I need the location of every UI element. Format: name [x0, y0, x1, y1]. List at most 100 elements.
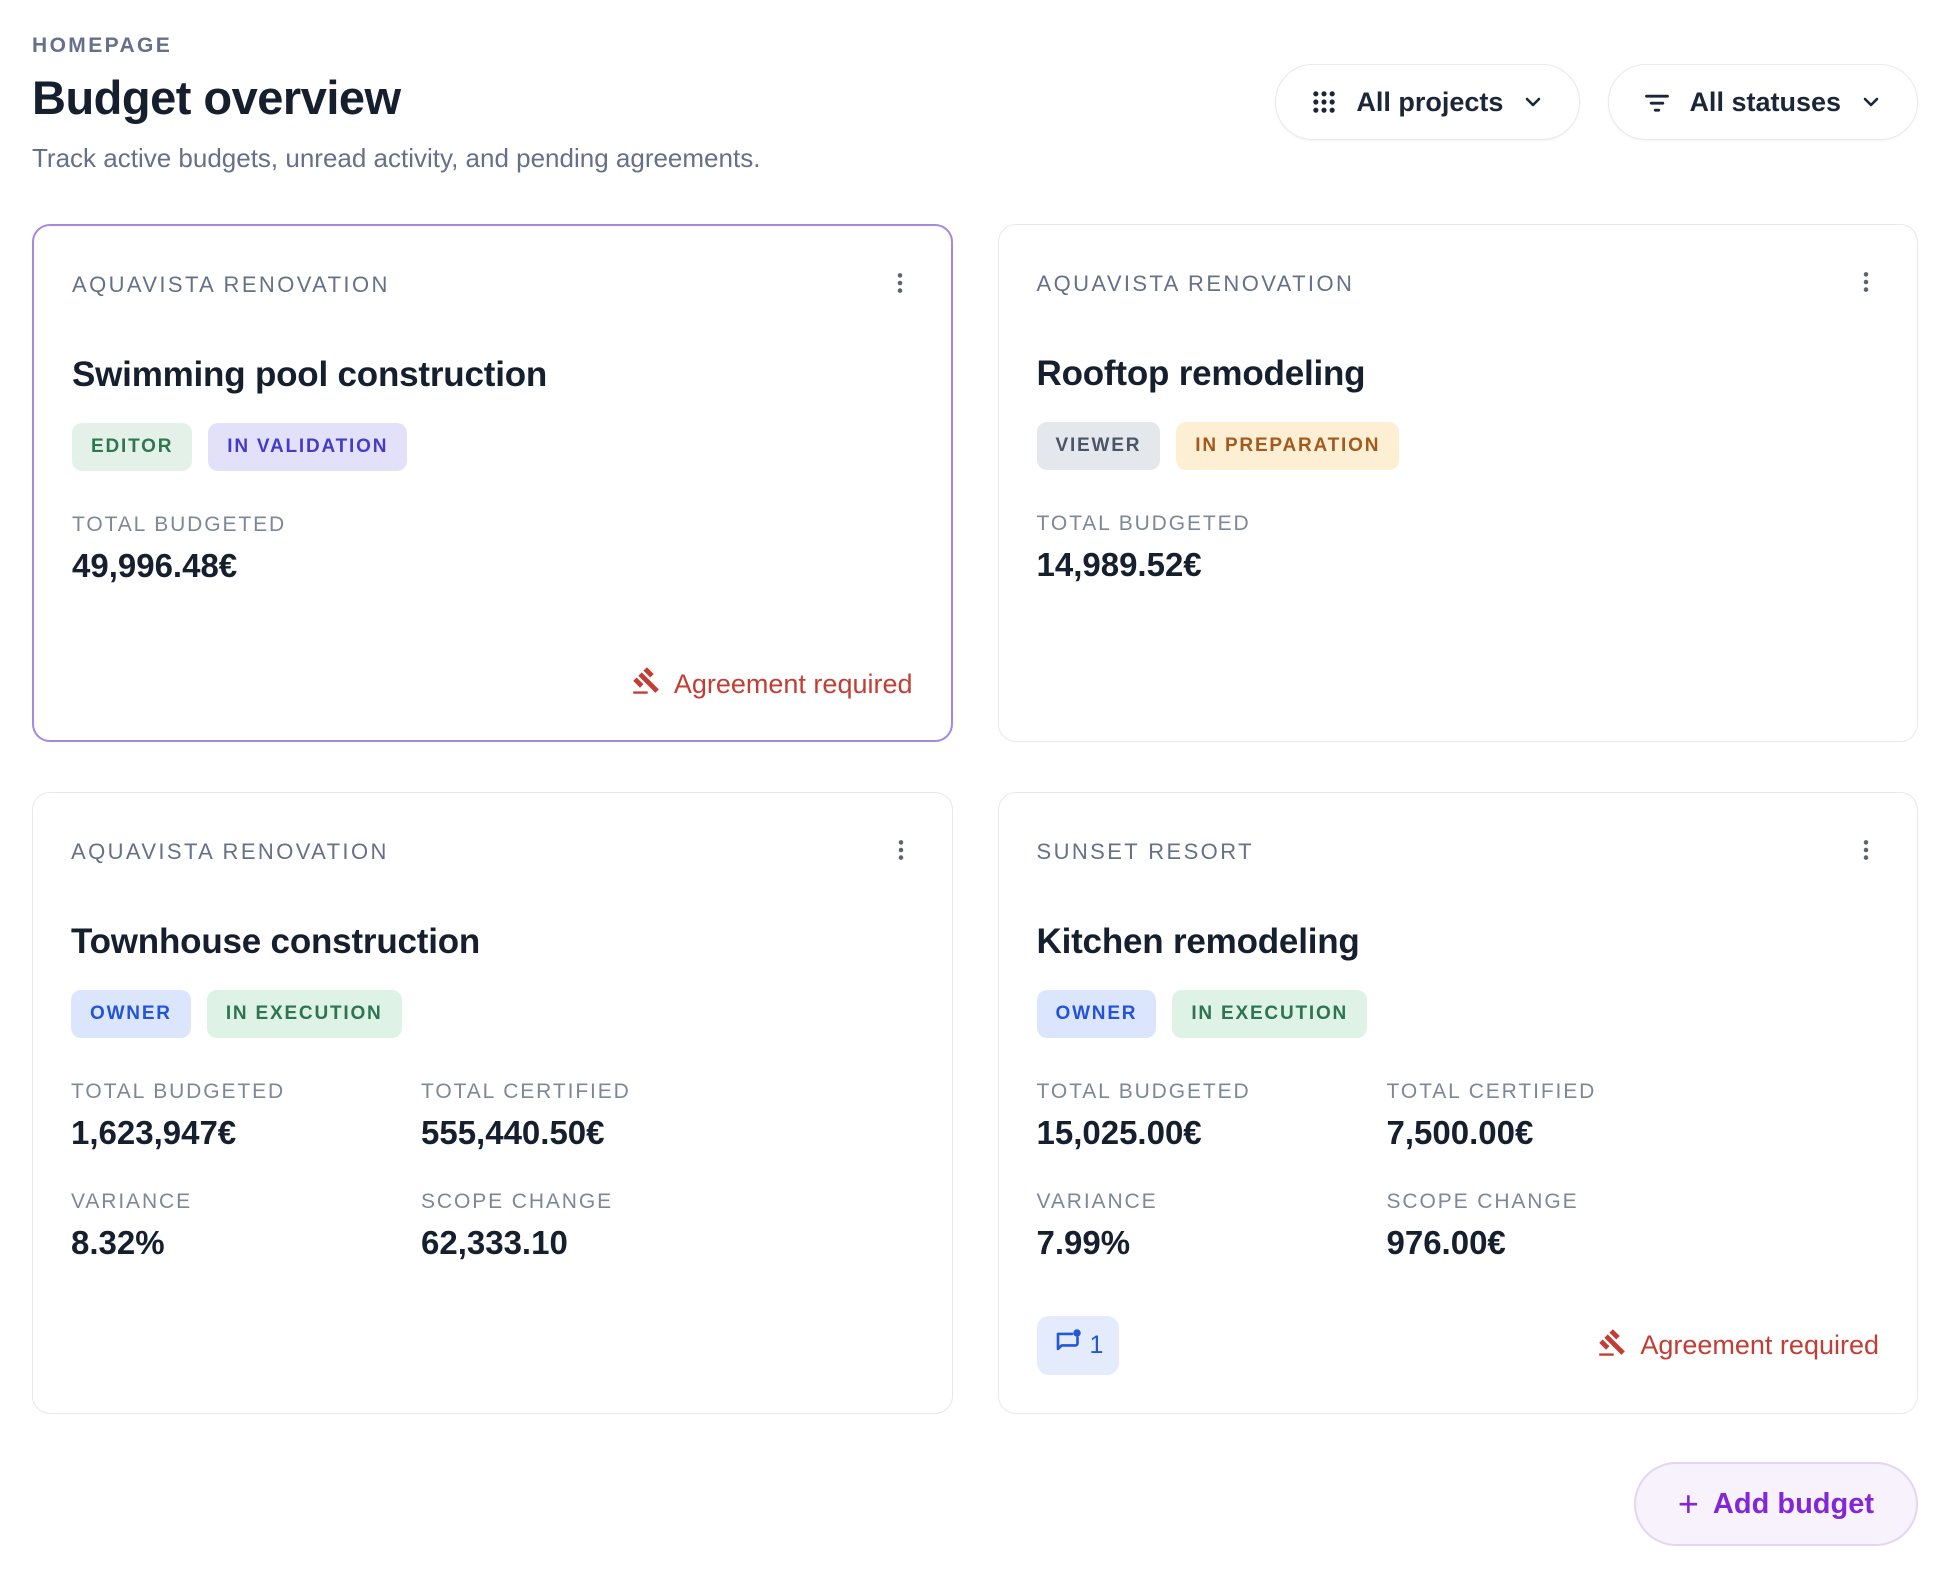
stat-label: SCOPE CHANGE [1386, 1190, 1579, 1213]
budget-title: Townhouse construction [71, 922, 481, 961]
budget-title: Rooftop remodeling [1036, 354, 1366, 393]
budget-title: Swimming pool construction [72, 355, 548, 394]
page-subtitle: Track active budgets, unread activity, a… [32, 143, 761, 173]
stat-total-certified: TOTAL CERTIFIED 7,500.00€ [1387, 1080, 1880, 1152]
stat-value: 62,333.10 [421, 1224, 568, 1261]
stat-label: TOTAL CERTIFIED [421, 1080, 631, 1103]
card-header: SUNSET RESORT [1037, 839, 1880, 870]
badge-row: OWNER IN EXECUTION [1036, 990, 1880, 1038]
project-label: AQUAVISTA RENOVATION [72, 272, 390, 297]
statuses-filter-button[interactable]: All statuses [1608, 64, 1918, 140]
chevron-down-icon [1521, 90, 1545, 114]
stat-total-certified: TOTAL CERTIFIED 555,440.50€ [421, 1080, 914, 1152]
kebab-icon [898, 840, 903, 860]
stats-grid: TOTAL BUDGETED 1,623,947€ TOTAL CERTIFIE… [71, 1080, 914, 1262]
budget-card-townhouse[interactable]: AQUAVISTA RENOVATION Townhouse construct… [32, 792, 953, 1414]
role-badge: OWNER [1036, 990, 1157, 1038]
budget-card-grid: AQUAVISTA RENOVATION Swimming pool const… [32, 224, 1918, 1414]
card-footer: 1 Agreement required [1036, 1316, 1879, 1375]
statuses-filter-label: All statuses [1689, 86, 1841, 117]
card-header: AQUAVISTA RENOVATION [71, 839, 914, 870]
header-text: HOMEPAGE Budget overview Track active bu… [32, 34, 760, 174]
agreement-required-label: Agreement required [1640, 1330, 1879, 1360]
breadcrumb: HOMEPAGE [32, 34, 173, 57]
stat-total-budgeted: TOTAL BUDGETED 14,989.52€ [1037, 512, 1387, 584]
stat-label: TOTAL BUDGETED [1036, 1080, 1251, 1103]
stat-scope-change: SCOPE CHANGE 62,333.10 [421, 1190, 914, 1262]
stat-total-budgeted: TOTAL BUDGETED 1,623,947€ [71, 1080, 421, 1152]
kebab-icon [1863, 840, 1869, 860]
budget-card-swimming-pool[interactable]: AQUAVISTA RENOVATION Swimming pool const… [32, 224, 953, 742]
page-footer: + Add budget [32, 1462, 1918, 1546]
page-title: Budget overview [32, 71, 401, 124]
gavel-icon [632, 666, 661, 702]
stat-value: 555,440.50€ [421, 1114, 605, 1151]
kebab-menu-button[interactable] [1847, 265, 1885, 302]
stat-total-budgeted: TOTAL BUDGETED 15,025.00€ [1037, 1080, 1387, 1152]
projects-filter-label: All projects [1356, 86, 1504, 117]
stats-grid: TOTAL BUDGETED 15,025.00€ TOTAL CERTIFIE… [1037, 1080, 1880, 1262]
comment-icon [1053, 1327, 1083, 1364]
project-label: AQUAVISTA RENOVATION [71, 839, 389, 864]
status-badge: IN EXECUTION [1172, 990, 1368, 1038]
stat-value: 7,500.00€ [1386, 1114, 1534, 1151]
stat-value: 14,989.52€ [1036, 546, 1202, 583]
stat-label: TOTAL BUDGETED [71, 1080, 286, 1103]
stat-label: VARIANCE [71, 1190, 192, 1213]
projects-filter-button[interactable]: All projects [1275, 64, 1581, 140]
badge-row: VIEWER IN PREPARATION [1036, 422, 1880, 470]
stat-value: 976.00€ [1386, 1224, 1506, 1261]
stat-label: TOTAL BUDGETED [1036, 512, 1251, 535]
stat-value: 1,623,947€ [71, 1114, 237, 1151]
stat-scope-change: SCOPE CHANGE 976.00€ [1387, 1190, 1880, 1262]
stat-label: TOTAL BUDGETED [72, 513, 287, 536]
stat-label: TOTAL CERTIFIED [1386, 1080, 1597, 1103]
agreement-required-link[interactable]: Agreement required [632, 666, 913, 702]
stat-value: 15,025.00€ [1036, 1114, 1202, 1151]
stat-label: SCOPE CHANGE [421, 1190, 613, 1213]
badge-row: EDITOR IN VALIDATION [72, 423, 913, 471]
role-badge: VIEWER [1036, 422, 1161, 470]
role-badge: EDITOR [72, 423, 193, 471]
stat-total-budgeted: TOTAL BUDGETED 49,996.48€ [72, 513, 422, 585]
stat-value: 8.32% [71, 1224, 165, 1261]
gavel-icon [1598, 1328, 1627, 1364]
chevron-down-icon [1859, 90, 1883, 114]
project-label: AQUAVISTA RENOVATION [1036, 271, 1355, 296]
budget-card-rooftop[interactable]: AQUAVISTA RENOVATION Rooftop remodeling … [997, 224, 1918, 742]
add-budget-button[interactable]: + Add budget [1633, 1462, 1918, 1546]
comments-chip[interactable]: 1 [1036, 1316, 1120, 1375]
project-label: SUNSET RESORT [1036, 839, 1254, 864]
status-badge: IN VALIDATION [208, 423, 408, 471]
kebab-menu-button[interactable] [881, 266, 919, 303]
agreement-required-label: Agreement required [673, 668, 913, 699]
stats-grid: TOTAL BUDGETED 49,996.48€ [72, 513, 913, 585]
plus-icon: + [1677, 1483, 1699, 1524]
kebab-icon [897, 273, 902, 293]
badge-row: OWNER IN EXECUTION [71, 990, 914, 1038]
add-budget-label: Add budget [1712, 1487, 1874, 1520]
kebab-menu-button[interactable] [882, 833, 920, 870]
filter-icon [1643, 88, 1671, 116]
role-badge: OWNER [71, 990, 191, 1038]
comments-count: 1 [1089, 1331, 1104, 1359]
card-header: AQUAVISTA RENOVATION [1037, 271, 1880, 302]
kebab-icon [1863, 272, 1869, 292]
stat-value: 49,996.48€ [72, 547, 238, 584]
agreement-required-link[interactable]: Agreement required [1598, 1328, 1879, 1364]
page-header: HOMEPAGE Budget overview Track active bu… [32, 34, 1918, 174]
stat-label: VARIANCE [1036, 1190, 1158, 1213]
stat-value: 7.99% [1036, 1224, 1131, 1261]
stats-grid: TOTAL BUDGETED 14,989.52€ [1037, 512, 1880, 584]
budget-card-kitchen[interactable]: SUNSET RESORT Kitchen remodeling OWNER I… [997, 792, 1918, 1414]
card-footer: Agreement required [72, 666, 913, 702]
budget-title: Kitchen remodeling [1036, 922, 1360, 961]
status-badge: IN PREPARATION [1176, 422, 1400, 470]
header-filters: All projects All statuses [1275, 64, 1918, 140]
card-header: AQUAVISTA RENOVATION [72, 272, 913, 303]
grid-icon [1310, 88, 1338, 116]
stat-variance: VARIANCE 7.99% [1037, 1190, 1387, 1262]
kebab-menu-button[interactable] [1847, 833, 1885, 870]
status-badge: IN EXECUTION [206, 990, 402, 1038]
